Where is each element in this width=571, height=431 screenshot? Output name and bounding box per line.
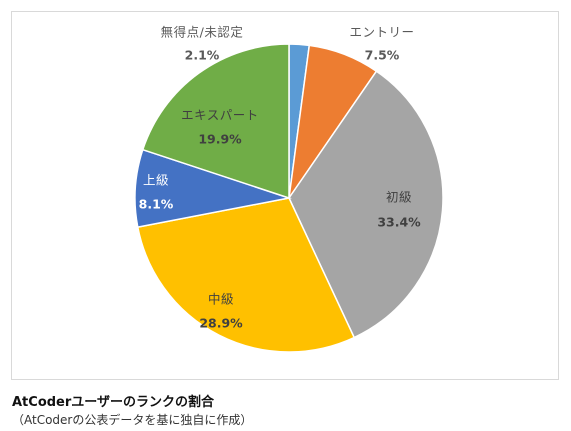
caption-note: （AtCoderの公表データを基に独自に作成） [12,413,253,427]
slice-value-label: 33.4% [377,215,421,230]
pie-chart: 無得点/未認定 2.1% エントリー 7.5% 初級 33.4% 中級 28.9% 上級 8.1%… [134,25,444,353]
pie-slice [288,70,444,339]
slice-category-label: 無得点/未認定 [161,25,244,40]
pie-labels: 無得点/未認定 2.1% エントリー 7.5% 初級 33.4% 中級 28.9% 上級 8.1%… [139,25,421,331]
pie-slices [134,43,444,353]
slice-value-label: 8.1% [139,197,174,212]
slice-category-label: 上級 [143,173,169,188]
pie-slice [136,197,356,353]
caption-title: AtCoderユーザーのランクの割合 [12,395,215,410]
pie-slice [141,43,290,200]
slice-category-label: 初級 [386,190,412,205]
slice-value-label: 28.9% [199,316,243,331]
slice-category-label: エントリー [349,25,414,40]
slice-value-label: 19.9% [198,132,242,147]
slice-value-label: 2.1% [185,48,220,63]
slice-category-label: 中級 [208,292,234,307]
slice-category-label: エキスパート [181,108,259,123]
slice-value-label: 7.5% [365,48,400,63]
chart-area: 無得点/未認定 2.1% エントリー 7.5% 初級 33.4% 中級 28.9% 上級 8.1%… [11,11,559,380]
